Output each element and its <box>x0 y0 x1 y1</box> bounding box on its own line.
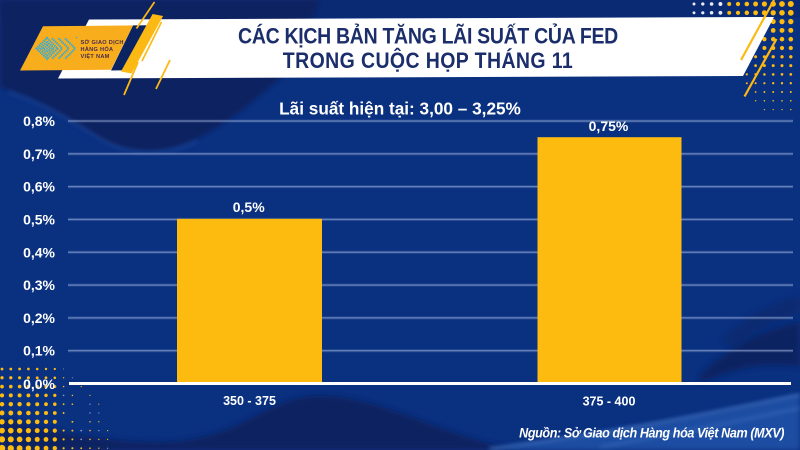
svg-text:375 - 400: 375 - 400 <box>583 395 636 409</box>
svg-text:0,75%: 0,75% <box>589 118 629 134</box>
svg-text:350 - 375: 350 - 375 <box>223 394 276 408</box>
svg-text:0,1%: 0,1% <box>23 343 55 359</box>
svg-text:0,6%: 0,6% <box>23 179 55 195</box>
svg-text:HÀNG HÓA: HÀNG HÓA <box>81 45 114 53</box>
svg-text:0,8%: 0,8% <box>23 113 55 129</box>
svg-text:SỞ GIAO DỊCH: SỞ GIAO DỊCH <box>81 39 124 46</box>
svg-text:TRONG CUỘC HỌP THÁNG 11: TRONG CUỘC HỌP THÁNG 11 <box>283 48 573 74</box>
svg-text:VIỆT NAM: VIỆT NAM <box>81 52 110 60</box>
svg-text:CÁC KỊCH BẢN TĂNG LÃI SUẤT CỦA: CÁC KỊCH BẢN TĂNG LÃI SUẤT CỦA FED <box>238 23 618 49</box>
svg-text:0,2%: 0,2% <box>23 310 55 326</box>
svg-text:Lãi suất hiện tại: 3,00 – 3,25: Lãi suất hiện tại: 3,00 – 3,25% <box>279 99 521 119</box>
svg-text:0,5%: 0,5% <box>23 211 55 227</box>
svg-text:0,3%: 0,3% <box>23 277 55 293</box>
svg-text:0,0%: 0,0% <box>23 376 55 392</box>
svg-text:Nguồn: Sở Giao dịch Hàng hóa V: Nguồn: Sở Giao dịch Hàng hóa Việt Nam (M… <box>519 425 785 441</box>
svg-text:0,5%: 0,5% <box>233 199 265 215</box>
svg-text:0,7%: 0,7% <box>23 146 55 162</box>
svg-text:0,4%: 0,4% <box>23 244 55 260</box>
